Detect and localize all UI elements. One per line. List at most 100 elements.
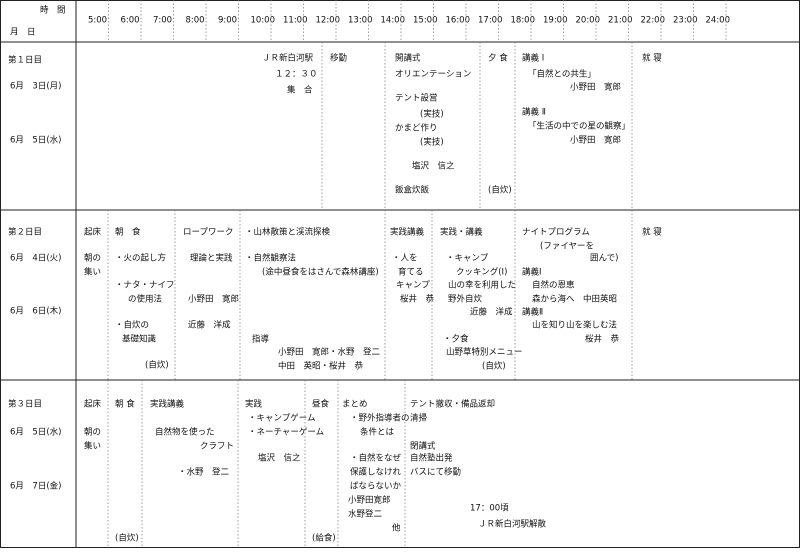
schedule-text: 集 合 bbox=[287, 85, 313, 96]
hour-label: 5:00 bbox=[88, 16, 107, 26]
schedule-text: (自炊) bbox=[115, 533, 139, 544]
schedule-text: 小野田 寛郎 bbox=[570, 82, 621, 93]
hour-label: 24:00 bbox=[706, 16, 731, 26]
schedule-text: まとめ bbox=[342, 400, 368, 410]
schedule-text: ・人を bbox=[392, 254, 418, 264]
hour-label: 9:00 bbox=[218, 16, 237, 26]
schedule-text: (自炊) bbox=[482, 361, 506, 372]
schedule-text: 就 寝 bbox=[642, 53, 662, 64]
schedule-text: 17：00頃 bbox=[470, 504, 509, 514]
schedule-text: 自然の恩恵 bbox=[532, 280, 575, 291]
schedule-text: 囲んで) bbox=[590, 254, 618, 264]
day-label: 第１日目 bbox=[8, 55, 42, 66]
hour-label: 14:00 bbox=[381, 16, 406, 26]
schedule-text: テント設営 bbox=[395, 93, 438, 104]
schedule-text: 「生活の中での星の観察」 bbox=[528, 121, 630, 132]
hour-label: 11:00 bbox=[283, 16, 308, 26]
schedule-text: 小野田寛郎 bbox=[348, 495, 391, 506]
hour-label: 6:00 bbox=[121, 16, 140, 26]
schedule-text: ＪＲ新白河駅 bbox=[262, 53, 314, 64]
schedule-text: 山を知り山を楽しむ法 bbox=[532, 320, 617, 331]
schedule-text: 実践 bbox=[245, 399, 263, 410]
schedule-text: 朝 食 bbox=[115, 399, 135, 410]
hour-label: 20:00 bbox=[576, 16, 601, 26]
schedule-text: ロープワーク bbox=[183, 228, 234, 238]
schedule-text: ・ナタ・ナイフ bbox=[115, 281, 175, 291]
schedule-text: オリエンテーション bbox=[395, 70, 471, 80]
schedule-text: クラフト bbox=[200, 442, 234, 452]
schedule-text: ナイトプログラム bbox=[522, 227, 590, 238]
schedule-text: 朝 食 bbox=[115, 227, 141, 238]
schedule-text: 山の幸を利用した bbox=[448, 280, 516, 291]
schedule-text: 塩沢 信之 bbox=[258, 453, 301, 464]
schedule-text: 桜井 恭 bbox=[585, 334, 620, 345]
schedule-text: 保護しなけれ bbox=[350, 467, 402, 478]
schedule-text: 起床 bbox=[84, 399, 102, 410]
schedule-text: ・夕食 bbox=[443, 334, 469, 345]
schedule-text: ・自然観察法 bbox=[245, 253, 296, 264]
schedule-text: 閉講式 bbox=[410, 441, 436, 452]
schedule-text: 理論と実践 bbox=[190, 253, 233, 264]
hour-label: 7:00 bbox=[153, 16, 172, 26]
schedule-text: 条件とは bbox=[360, 427, 395, 438]
schedule-text: ・水野 登二 bbox=[178, 467, 230, 478]
schedule-text: ・キャンプゲーム bbox=[248, 413, 316, 424]
schedule-text: ・ネーチャーゲーム bbox=[248, 427, 324, 438]
hour-label: 22:00 bbox=[641, 16, 666, 26]
schedule-text: ＪＲ新白河駅解散 bbox=[478, 519, 547, 530]
hour-label: 18:00 bbox=[511, 16, 536, 26]
hour-label: 12:00 bbox=[316, 16, 341, 26]
schedule-text: 近藤 洋成 bbox=[188, 320, 231, 331]
schedule-text: ・自炊の bbox=[115, 320, 149, 331]
day-date: 6月 3日(月) bbox=[10, 82, 61, 92]
schedule-text: 自然物を使った bbox=[155, 427, 215, 438]
schedule-text: 講義Ⅱ bbox=[522, 307, 543, 318]
schedule-text: 就 寝 bbox=[642, 227, 662, 238]
schedule-text: 夕 食 bbox=[488, 53, 508, 64]
date-label: 月 日 bbox=[10, 28, 36, 38]
schedule-text: １２：３０ bbox=[275, 70, 318, 80]
schedule-text: の使用法 bbox=[128, 294, 162, 305]
schedule-text: 講義 Ⅰ bbox=[522, 53, 544, 64]
schedule-text: 実践講義 bbox=[390, 227, 425, 238]
hour-label: 23:00 bbox=[673, 16, 698, 26]
hour-label: 10:00 bbox=[251, 16, 276, 26]
schedule-text: キャンプ bbox=[396, 281, 430, 291]
schedule-text: 小野田 寛郎 bbox=[570, 135, 621, 146]
hour-label: 15:00 bbox=[413, 16, 438, 26]
schedule-text: 小野田 寛郎 bbox=[188, 294, 239, 305]
schedule-text: 移動 bbox=[330, 53, 347, 64]
schedule-text: バスにて移動 bbox=[410, 467, 461, 478]
schedule-text: 開講式 bbox=[395, 53, 421, 64]
schedule-text: 他 bbox=[392, 523, 401, 534]
schedule-text: 小野田 寛郎・水野 登二 bbox=[278, 347, 381, 358]
day-date: 6月 7日(金) bbox=[10, 481, 61, 492]
schedule-text: 「自然との共生」 bbox=[528, 69, 596, 80]
schedule-text: 水野登二 bbox=[348, 509, 383, 520]
schedule-text: ・山林散策と渓流探検 bbox=[245, 227, 331, 238]
day-date: 6月 5日(水) bbox=[10, 135, 61, 146]
schedule-text: 指導 bbox=[252, 334, 270, 345]
schedule-text: 山野草特別メニュー bbox=[446, 347, 523, 358]
hour-label: 13:00 bbox=[348, 16, 373, 26]
day-label: 第２日目 bbox=[8, 227, 42, 238]
schedule-text: 飯盒炊飯 bbox=[395, 185, 430, 196]
schedule-text: 朝の bbox=[84, 254, 101, 264]
schedule-text: 育てる bbox=[398, 267, 424, 278]
hour-label: 17:00 bbox=[478, 16, 503, 26]
schedule-text: 講義 Ⅱ bbox=[522, 107, 546, 118]
schedule-text: 中田 英昭・桜井 恭 bbox=[278, 361, 364, 372]
schedule-text: ばならないか bbox=[350, 482, 402, 492]
day-date: 6月 4日(火) bbox=[10, 254, 61, 264]
schedule-text: 講義Ⅰ bbox=[522, 267, 542, 278]
schedule-text: 野外自炊 bbox=[448, 294, 483, 305]
schedule-text: 基礎知識 bbox=[122, 334, 157, 345]
schedule-text: ・野外指導者の bbox=[350, 413, 410, 424]
schedule-text: 自然塾出発 bbox=[410, 453, 453, 464]
schedule-text: (自炊) bbox=[145, 360, 169, 371]
day-date: 6月 5日(水) bbox=[10, 427, 61, 438]
day-date: 6月 6日(木) bbox=[10, 306, 61, 317]
schedule-text: ・キャンプ bbox=[446, 254, 489, 264]
schedule-text: 実践・講義 bbox=[440, 227, 483, 238]
schedule-text: 清掃 bbox=[410, 413, 428, 424]
